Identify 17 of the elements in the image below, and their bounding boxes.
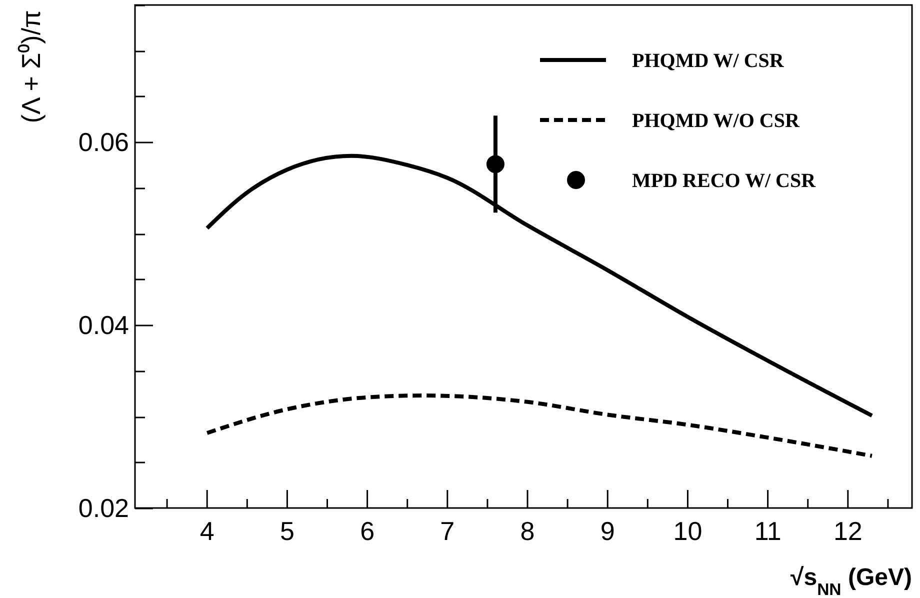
legend-label: PHQMD W/O CSR xyxy=(632,110,800,132)
y-tick-label: 0.06 xyxy=(78,127,129,158)
y-tick-label: 0.02 xyxy=(78,493,129,523)
x-tick-label: 4 xyxy=(200,516,214,546)
legend-label: PHQMD W/ CSR xyxy=(632,50,784,72)
x-tick-label: 9 xyxy=(600,516,615,546)
x-axis-title: √s$_{NN}$ (GeV) xyxy=(790,564,912,598)
x-tick-label: 11 xyxy=(754,516,782,546)
legend-label: MPD RECO W/ CSR xyxy=(632,170,816,192)
x-tick-label: 12 xyxy=(833,516,862,546)
x-tick-label: 7 xyxy=(440,516,455,546)
x-tick-label: 8 xyxy=(520,516,535,546)
x-tick-label: 5 xyxy=(280,516,294,546)
y-axis-title: (Λ + Σ⁰)/π xyxy=(16,10,46,124)
x-tick-label: 10 xyxy=(673,516,702,546)
y-tick-label: 0.04 xyxy=(78,310,129,340)
x-tick-label: 6 xyxy=(360,516,375,546)
